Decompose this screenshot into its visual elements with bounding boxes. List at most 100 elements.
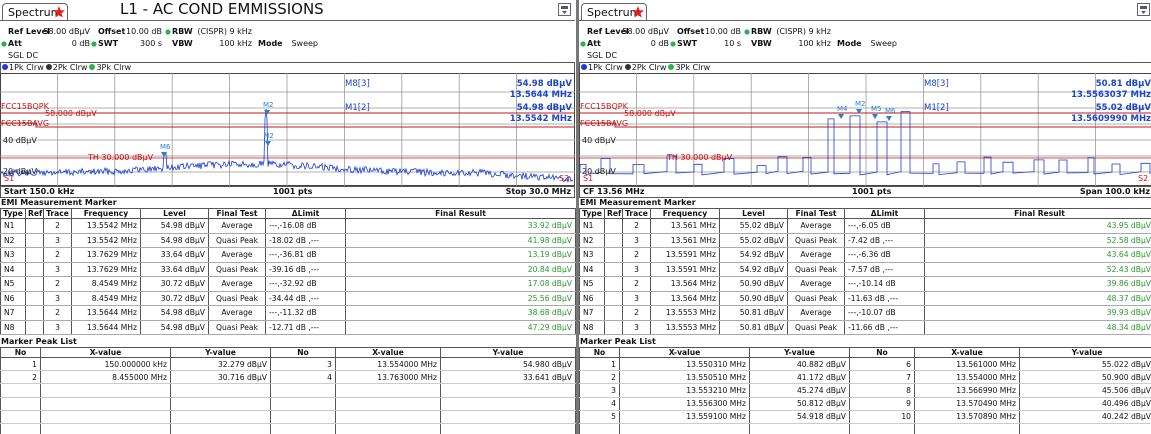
header-row: Type Ref Trace Frequency Level Final Test ΔLim… [579, 208, 1151, 219]
cell: ---,-10.07 dB [844, 305, 925, 321]
cell: N1 [579, 218, 605, 234]
footer-points: 1001 pts [852, 187, 892, 196]
cell: ---,-36.81 dB [265, 247, 346, 263]
readout-level: 50.81 dBµV [1096, 79, 1151, 89]
marker [856, 109, 862, 114]
readout-level: 54.98 dBµV [517, 103, 573, 113]
setting-value: 0 dB [650, 39, 669, 48]
cell: 3 [622, 320, 651, 335]
cell: 2 [622, 305, 651, 321]
setting-value: 100 kHz [798, 39, 831, 48]
readout-level: 54.98 dBµV [517, 79, 573, 89]
marker-row: N1 2 13.5542 MHz 54.98 dBµV Average ---,-16.0… [0, 218, 576, 234]
cell: 32.279 dBµV [170, 357, 271, 372]
marker-row: N4 3 13.5591 MHz 54.92 dBµV Quasi Peak -7.57 … [579, 262, 1151, 277]
cell [440, 410, 576, 424]
cell: 13.564 MHz [650, 276, 720, 292]
cell [25, 233, 44, 248]
spectrum-panel: L1 - AC COND EMMISSIONS Spectrum Ref Level… [0, 0, 576, 434]
cell: 55.022 dBµV [1019, 357, 1151, 372]
marker-row: N3 2 13.7629 MHz 33.64 dBµV Average ---,-36.8… [0, 247, 576, 263]
readout-marker: M1[2] [924, 103, 949, 113]
trace-legend: 2Pk Clrw [45, 63, 87, 73]
cell: 13.550310 MHz [619, 357, 750, 372]
cell: 50.90 dBµV [719, 276, 788, 292]
cell: 5 [579, 410, 620, 424]
setting-value: 10.00 dB [704, 27, 741, 36]
cell: Average [208, 218, 266, 234]
cell: 43.95 dBµV [924, 218, 1151, 234]
cell [604, 320, 623, 335]
icon-bar [561, 6, 568, 9]
cell: 13.763000 MHz [335, 370, 441, 385]
cell: 33.92 dBµV [345, 218, 576, 234]
cell: Average [208, 276, 266, 292]
footer-points: 1001 pts [273, 187, 313, 196]
cell: 30.716 dBµV [170, 370, 271, 385]
star [632, 6, 644, 18]
marker-row: N2 3 13.561 MHz 55.02 dBµV Quasi Peak -7.42 d… [579, 233, 1151, 248]
marker-label: M6 [160, 143, 171, 151]
cell: 3 [43, 320, 72, 335]
trace-name: 3Pk Clrw [675, 63, 711, 72]
cell: 13.554000 MHz [914, 370, 1020, 385]
cell: 17.08 dBµV [345, 276, 576, 292]
peak-row [0, 410, 576, 424]
cell: 30.72 dBµV [140, 291, 209, 306]
limit-line [579, 122, 1151, 128]
cell: -7.42 dB ,--- [844, 233, 925, 248]
cell: -7.57 dB ,--- [844, 262, 925, 277]
cell: 50.90 dBµV [719, 291, 788, 306]
setting-label: RBW [751, 27, 772, 36]
cell: 30.72 dBµV [140, 276, 209, 292]
trace-legend: 3Pk Clrw [668, 63, 710, 73]
cell [0, 383, 41, 398]
setting-value: 58.00 dBµV [43, 27, 90, 36]
setting-value: Sweep [870, 39, 897, 48]
header-row: No X-value Y-value No X-value Y-value [579, 347, 1151, 358]
setting-label: Offset [98, 27, 126, 36]
cell: 3 [622, 262, 651, 277]
section-title: Marker Peak List [1, 337, 77, 346]
cell: 54.918 dBµV [749, 410, 850, 424]
cell: 13.556300 MHz [619, 397, 750, 411]
trace-legend: 1Pk Clrw [2, 63, 44, 73]
cell [440, 397, 576, 411]
cell: N8 [579, 320, 605, 335]
cell [604, 247, 623, 263]
cell [0, 423, 41, 434]
limit-label: FCC15BAVG [1, 119, 49, 128]
marker-label: N2 [264, 132, 274, 140]
cell [25, 305, 44, 321]
cell: 41.172 dBµV [749, 370, 850, 385]
cell: 54.98 dBµV [140, 305, 209, 321]
cell: 45.506 dBµV [1019, 383, 1151, 398]
cell [0, 410, 41, 424]
cell: N4 [0, 262, 26, 277]
cell: 2 [43, 247, 72, 263]
plot-frame [579, 73, 1151, 186]
footer-start: CF 13.56 MHz [583, 187, 645, 196]
marker-row: N8 3 13.5644 MHz 54.98 dBµV Quasi Peak -12.71… [0, 320, 576, 335]
tab-label: Spectrum [8, 6, 62, 19]
cell: 13.5591 MHz [650, 247, 720, 263]
icon-bar [1140, 6, 1147, 9]
readout-level: 55.02 dBµV [1096, 103, 1151, 113]
marker [161, 152, 167, 157]
cell: 13.5644 MHz [71, 305, 141, 321]
cell: ---,-32.92 dB [265, 276, 346, 292]
cell: 2 [622, 276, 651, 292]
limit-line [0, 122, 575, 128]
setting-value: (CISPR) 9 kHz [776, 27, 831, 36]
cell [604, 233, 623, 248]
cell: Quasi Peak [787, 320, 845, 335]
column-header: No [849, 347, 915, 358]
setting-label: VBW [172, 39, 193, 48]
cell [604, 291, 623, 306]
star [53, 6, 65, 18]
column-header: Final Test [208, 208, 266, 219]
cell: 55.02 dBµV [719, 218, 788, 234]
dot [744, 29, 750, 35]
cell: Average [787, 305, 845, 321]
cell: 13.566990 MHz [914, 383, 1020, 398]
